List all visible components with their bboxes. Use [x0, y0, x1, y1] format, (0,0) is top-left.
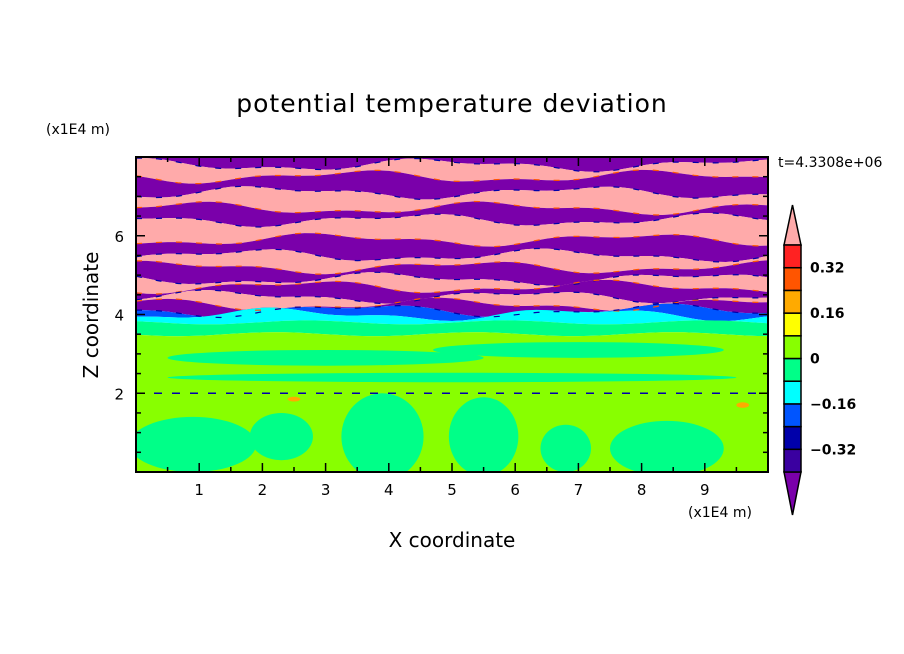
contour-band [136, 233, 768, 262]
contour-blob [136, 416, 257, 472]
contour-blob [540, 424, 592, 472]
colorbar-swatch [783, 244, 802, 269]
contour-blob [287, 396, 301, 402]
x-tick-label: 2 [258, 481, 268, 499]
x-tick-label: 3 [321, 481, 331, 499]
colorbar-label: −0.16 [810, 397, 856, 413]
time-label: t=4.3308e+06 [778, 155, 882, 171]
contour-band [136, 303, 768, 322]
axis-ticks: 1 2 3 4 5 6 7 8 9 2 4 6 [114, 157, 768, 499]
colorbar-label: 0.32 [810, 261, 845, 277]
colorbar-swatch [783, 312, 802, 337]
colorbar: 0.32 0.16 0 −0.16 −0.32 [783, 204, 856, 516]
contour-edge [136, 212, 768, 228]
contour-band [136, 169, 768, 200]
contour-band [136, 260, 768, 286]
contour-blob [167, 372, 737, 383]
x-tick-label: 8 [637, 481, 647, 499]
colorbar-swatch [783, 403, 802, 428]
x-unit-label: (x1E4 m) [688, 505, 752, 521]
contour-edge [136, 247, 768, 263]
contour-blob [433, 342, 724, 358]
y-axis-label: Z coordinate [79, 252, 103, 379]
y-unit-label: (x1E4 m) [46, 122, 110, 138]
contour-blob [448, 397, 519, 472]
colorbar-swatch [783, 335, 802, 360]
contour-blob [736, 402, 750, 408]
contour-band [136, 290, 768, 311]
contour-band [136, 297, 768, 318]
colorbar-swatch [783, 380, 802, 405]
contour-band [136, 201, 768, 227]
colorbar-swatch [783, 266, 802, 292]
contour-blob [341, 393, 424, 472]
x-tick-label: 4 [384, 481, 394, 499]
contour-edge [136, 200, 768, 216]
contour-band [136, 320, 768, 337]
x-tick-label: 9 [700, 481, 710, 499]
x-tick-label: 5 [447, 481, 457, 499]
x-tick-label: 7 [574, 481, 584, 499]
colorbar-extend-max [783, 204, 802, 246]
x-tick-label: 1 [194, 481, 204, 499]
contour-blob [249, 412, 313, 461]
contour-band [136, 158, 768, 184]
colorbar-extend-min [783, 471, 802, 516]
colorbar-swatch [783, 357, 802, 382]
contour-field [136, 157, 768, 472]
colorbar-label: 0 [810, 352, 820, 368]
colorbar-swatch [783, 289, 802, 314]
contour-band [136, 213, 768, 247]
x-axis-label: X coordinate [389, 528, 516, 552]
colorbar-swatch [783, 425, 802, 451]
y-tick-label: 6 [114, 228, 124, 246]
contour-blob [610, 420, 724, 472]
contour-band [136, 272, 768, 294]
colorbar-label: −0.32 [810, 442, 856, 458]
x-tick-label: 6 [510, 481, 520, 499]
chart-title: potential temperature deviation [236, 89, 667, 118]
colorbar-label: 0.16 [810, 306, 845, 322]
contour-blob [167, 349, 484, 366]
contour-band [136, 186, 768, 215]
contour-edge [136, 259, 768, 275]
y-tick-label: 4 [114, 307, 124, 325]
contour-edge [136, 302, 768, 319]
colorbar-swatch [783, 448, 802, 473]
contour-band [136, 248, 768, 275]
contour-band [136, 279, 768, 304]
contour-edge [136, 232, 768, 248]
y-tick-label: 2 [114, 385, 124, 403]
contour-band [136, 307, 768, 325]
